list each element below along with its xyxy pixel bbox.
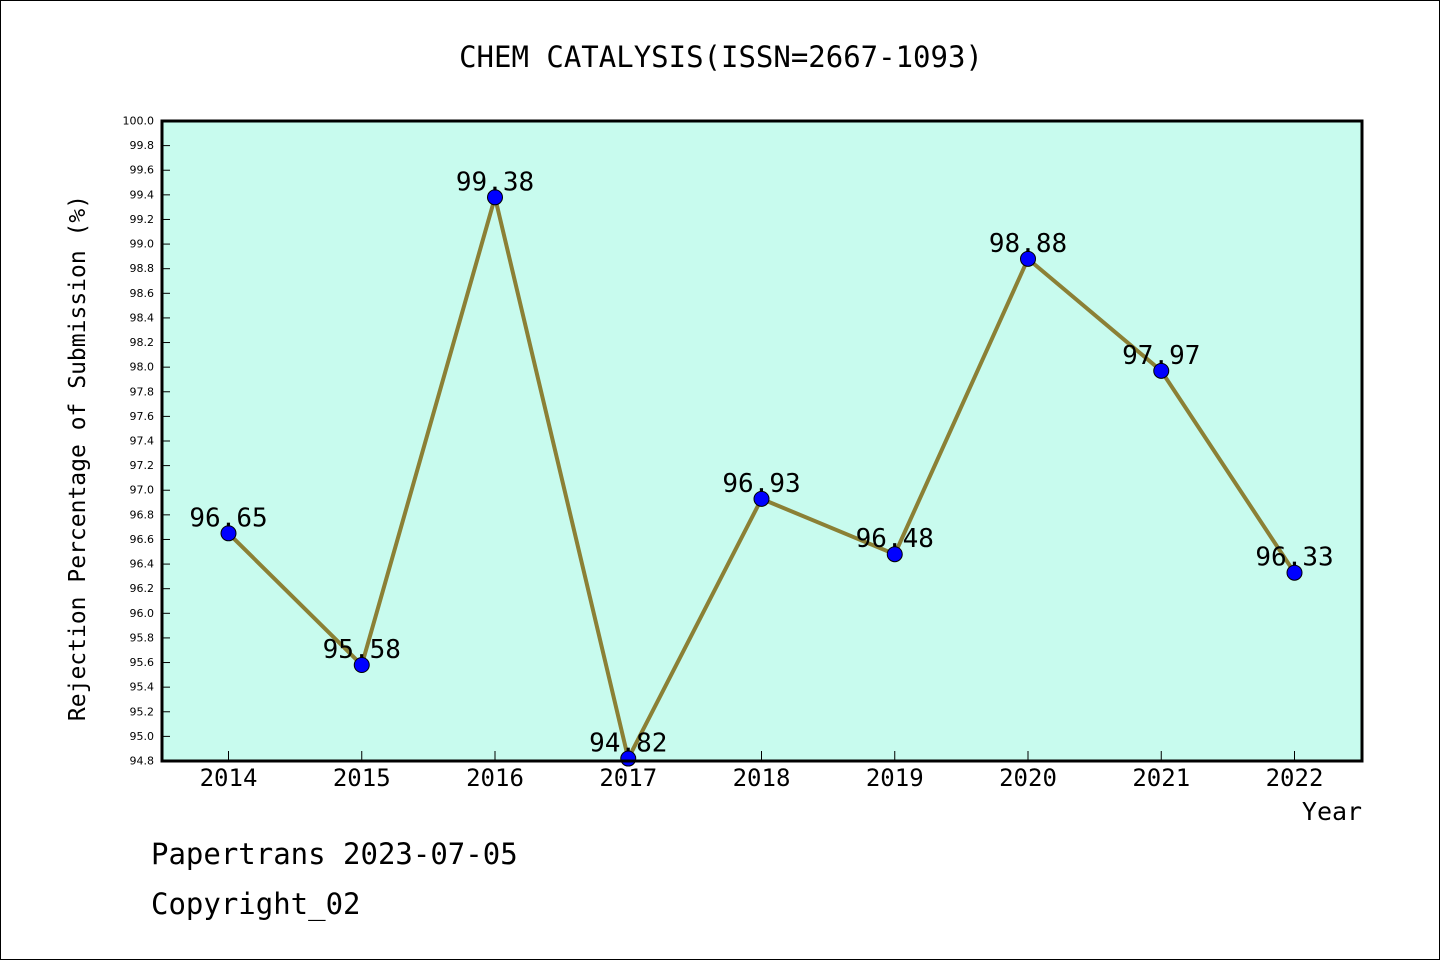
y-tick-label: 96.8 bbox=[130, 508, 155, 521]
y-tick-label: 95.4 bbox=[130, 681, 155, 694]
y-tick-label: 98.6 bbox=[130, 287, 155, 300]
y-tick-label: 97.6 bbox=[130, 410, 155, 423]
y-tick-label: 96.2 bbox=[130, 582, 155, 595]
copyright-footer: Copyright_02 bbox=[151, 887, 361, 921]
y-tick-label: 99.8 bbox=[130, 139, 155, 152]
y-tick-label: 95.0 bbox=[130, 730, 155, 743]
series-layer: 96.65 95.58 99.38 94.82 96.93 96.48 98.88 97.97… bbox=[189, 167, 1334, 767]
y-tick-label: 98.8 bbox=[130, 262, 155, 275]
x-tick-label: 2016 bbox=[466, 764, 524, 792]
data-label: 96.48 bbox=[856, 524, 934, 554]
y-tick-label: 98.0 bbox=[130, 361, 155, 374]
plot-area bbox=[162, 121, 1362, 761]
y-tick-label: 99.6 bbox=[130, 164, 155, 177]
data-label: 96.65 bbox=[189, 503, 267, 533]
y-tick-label: 95.2 bbox=[130, 705, 155, 718]
y-tick-label: 99.2 bbox=[130, 213, 155, 226]
data-label: 95.58 bbox=[323, 635, 401, 665]
y-tick-label: 97.4 bbox=[130, 435, 155, 448]
x-tick-label: 2014 bbox=[200, 764, 258, 792]
x-tick-label: 2017 bbox=[599, 764, 657, 792]
data-point bbox=[353, 657, 370, 673]
data-label: 98.88 bbox=[989, 229, 1067, 259]
y-tick-label: 95.8 bbox=[130, 631, 155, 644]
y-tick-label: 96.0 bbox=[130, 607, 155, 620]
y-tick-label: 95.6 bbox=[130, 656, 155, 669]
data-label: 94.82 bbox=[589, 729, 667, 759]
y-tick-label: 96.4 bbox=[130, 558, 155, 571]
plot-border bbox=[160, 119, 1364, 763]
y-tick-label: 97.8 bbox=[130, 385, 155, 398]
data-point bbox=[487, 189, 503, 206]
y-tick-label: 98.2 bbox=[130, 336, 155, 349]
data-point bbox=[1153, 362, 1170, 379]
y-tick-label: 97.2 bbox=[130, 459, 155, 472]
chart-title: CHEM CATALYSIS(ISSN=2667-1093) bbox=[459, 40, 983, 74]
x-axis-ticks: 2014 2015 2016 2017 2018 2019 2020 2021 2022 bbox=[200, 751, 1324, 792]
data-point bbox=[753, 490, 770, 507]
y-tick-label: 94.8 bbox=[130, 755, 155, 768]
y-tick-label: 99.4 bbox=[130, 188, 155, 201]
x-tick-label: 2015 bbox=[333, 764, 391, 792]
data-label: 99.38 bbox=[456, 167, 534, 197]
data-label: 97.97 bbox=[1122, 341, 1200, 371]
data-point bbox=[220, 525, 237, 542]
x-tick-label: 2021 bbox=[1132, 764, 1190, 792]
y-axis-ticks: 94.8 95.0 95.2 95.4 95.6 95.8 96.0 96.2 96.4 96.6… bbox=[123, 115, 170, 768]
data-point bbox=[886, 546, 903, 563]
y-tick-label: 98.4 bbox=[130, 311, 155, 324]
x-tick-label: 2022 bbox=[1266, 764, 1324, 792]
data-label: 96.93 bbox=[722, 469, 800, 499]
y-tick-label: 100.0 bbox=[123, 115, 155, 128]
y-tick-label: 96.6 bbox=[130, 533, 155, 546]
data-point bbox=[1286, 564, 1303, 581]
y-tick-label: 97.0 bbox=[130, 484, 155, 497]
x-axis-label: Year bbox=[1302, 797, 1362, 826]
x-tick-label: 2018 bbox=[733, 764, 791, 792]
x-tick-label: 2020 bbox=[999, 764, 1057, 792]
source-footer: Papertrans 2023-07-05 bbox=[151, 837, 518, 871]
data-label: 96.33 bbox=[1255, 543, 1333, 573]
x-tick-label: 2019 bbox=[866, 764, 924, 792]
data-point bbox=[1020, 250, 1036, 267]
y-axis-label: Rejection Percentage of Submission (%) bbox=[65, 195, 91, 721]
y-tick-label: 99.0 bbox=[130, 238, 155, 251]
